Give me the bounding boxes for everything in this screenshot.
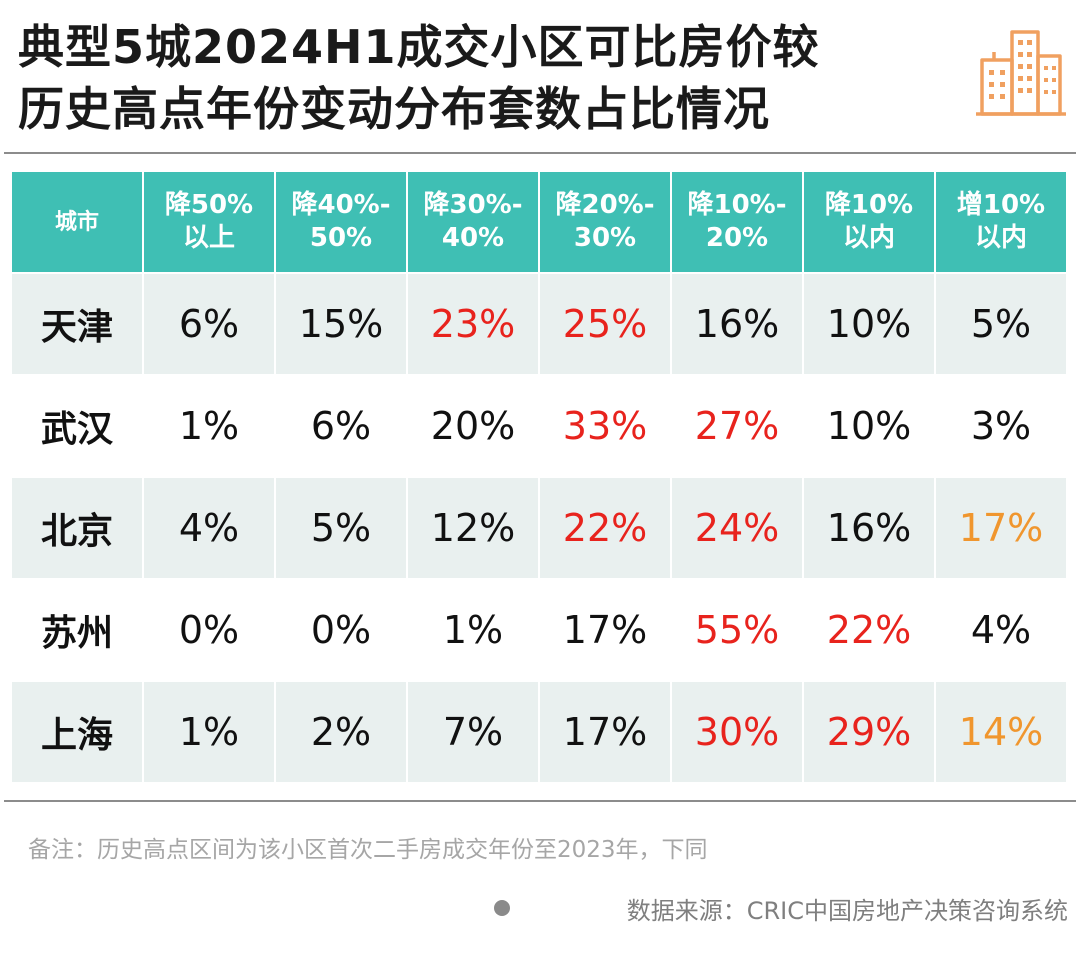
top-divider: [4, 152, 1076, 154]
column-header-line: 增10%: [956, 190, 1046, 220]
column-header-6: 降10% 以内: [804, 172, 934, 272]
column-header-line: 降50%: [164, 190, 254, 220]
value-cell: 2%: [276, 682, 406, 782]
value-cell: 10%: [804, 274, 934, 374]
value-cell: 6%: [276, 376, 406, 476]
value-cell: 1%: [144, 376, 274, 476]
value-cell: 1%: [408, 580, 538, 680]
data-table: 城市 降50% 以上 降40%- 50% 降30%- 40% 降20%- 30% 降10%- 20%…: [10, 170, 1068, 784]
table-header-row: 城市 降50% 以上 降40%- 50% 降30%- 40% 降20%- 30% 降10%- 20%…: [12, 172, 1066, 272]
value-cell: 20%: [408, 376, 538, 476]
column-header-city: 城市: [12, 172, 142, 272]
column-header-3: 降30%- 40%: [408, 172, 538, 272]
data-source: 数据来源：CRIC中国房地产决策咨询系统: [626, 897, 1068, 925]
value-cell: 15%: [276, 274, 406, 374]
column-header-4: 降20%- 30%: [540, 172, 670, 272]
column-header-line: 以内: [974, 223, 1027, 253]
value-cell: 5%: [276, 478, 406, 578]
table-row: 武汉 1% 6% 20% 33% 27% 10% 3%: [12, 376, 1066, 476]
value-cell: 30%: [672, 682, 802, 782]
column-header-line: 以内: [842, 223, 895, 253]
city-cell: 上海: [12, 682, 142, 782]
value-cell: 12%: [408, 478, 538, 578]
value-cell: 17%: [540, 580, 670, 680]
table-row: 北京 4% 5% 12% 22% 24% 16% 17%: [12, 478, 1066, 578]
value-cell: 27%: [672, 376, 802, 476]
column-header-1: 降50% 以上: [144, 172, 274, 272]
value-cell: 7%: [408, 682, 538, 782]
column-header-line: 降20%-: [555, 190, 655, 220]
table-row: 苏州 0% 0% 1% 17% 55% 22% 4%: [12, 580, 1066, 680]
building-icon: [976, 30, 1066, 116]
value-cell: 4%: [144, 478, 274, 578]
city-cell: 天津: [12, 274, 142, 374]
column-header-line: 30%: [573, 223, 637, 253]
column-header-line: 降10%: [824, 190, 914, 220]
value-cell: 0%: [144, 580, 274, 680]
column-header-line: 以上: [182, 223, 235, 253]
city-cell: 武汉: [12, 376, 142, 476]
value-cell: 17%: [540, 682, 670, 782]
city-cell: 苏州: [12, 580, 142, 680]
column-header-line: 50%: [309, 223, 373, 253]
value-cell: 22%: [540, 478, 670, 578]
value-cell: 4%: [936, 580, 1066, 680]
city-cell: 北京: [12, 478, 142, 578]
value-cell: 16%: [672, 274, 802, 374]
footnote: 备注：历史高点区间为该小区首次二手房成交年份至2023年，下同: [28, 837, 708, 863]
column-header-line: 20%: [705, 223, 769, 253]
value-cell: 3%: [936, 376, 1066, 476]
value-cell: 5%: [936, 274, 1066, 374]
value-cell: 55%: [672, 580, 802, 680]
value-cell: 16%: [804, 478, 934, 578]
chart-title-line-1: 典型5城2024H1成交小区可比房价较: [18, 20, 820, 74]
value-cell: 14%: [936, 682, 1066, 782]
column-header-line: 城市: [54, 209, 99, 235]
table-row: 天津 6% 15% 23% 25% 16% 10% 5%: [12, 274, 1066, 374]
column-header-5: 降10%- 20%: [672, 172, 802, 272]
table-row: 上海 1% 2% 7% 17% 30% 29% 14%: [12, 682, 1066, 782]
bottom-divider: [4, 800, 1076, 802]
value-cell: 29%: [804, 682, 934, 782]
value-cell: 10%: [804, 376, 934, 476]
value-cell: 25%: [540, 274, 670, 374]
column-header-line: 降10%-: [687, 190, 787, 220]
bullet-icon: [494, 900, 510, 916]
value-cell: 24%: [672, 478, 802, 578]
value-cell: 17%: [936, 478, 1066, 578]
value-cell: 1%: [144, 682, 274, 782]
value-cell: 33%: [540, 376, 670, 476]
value-cell: 6%: [144, 274, 274, 374]
column-header-line: 降40%-: [291, 190, 391, 220]
column-header-7: 增10% 以内: [936, 172, 1066, 272]
value-cell: 0%: [276, 580, 406, 680]
table-body: 天津 6% 15% 23% 25% 16% 10% 5% 武汉 1% 6% 20% 33% 27% 10% 3…: [12, 274, 1066, 782]
value-cell: 23%: [408, 274, 538, 374]
chart-title: 典型5城2024H1成交小区可比房价较 历史高点年份变动分布套数占比情况: [18, 16, 978, 140]
column-header-2: 降40%- 50%: [276, 172, 406, 272]
value-cell: 22%: [804, 580, 934, 680]
column-header-line: 降30%-: [423, 190, 523, 220]
column-header-line: 40%: [441, 223, 505, 253]
chart-title-line-2: 历史高点年份变动分布套数占比情况: [18, 82, 770, 136]
